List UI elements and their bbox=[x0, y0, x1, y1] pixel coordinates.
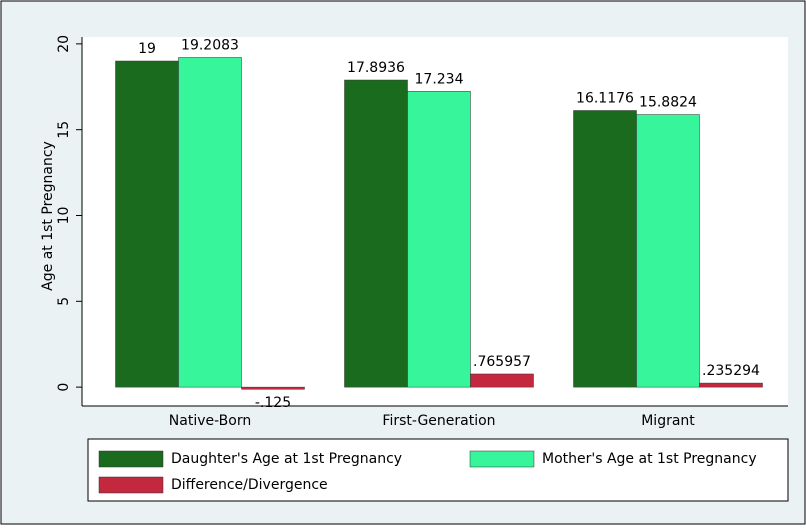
y-tick-label: 15 bbox=[56, 121, 72, 139]
bar bbox=[178, 57, 242, 388]
data-label: 19.2083 bbox=[181, 37, 239, 53]
data-label: 15.8824 bbox=[639, 95, 697, 111]
bar bbox=[115, 60, 179, 388]
legend-label: Difference/Divergence bbox=[171, 477, 328, 493]
legend-swatch bbox=[98, 476, 164, 494]
bar bbox=[699, 382, 763, 388]
data-label: .235294 bbox=[702, 363, 760, 379]
data-label: 17.234 bbox=[415, 71, 464, 87]
legend-swatch bbox=[469, 450, 535, 468]
data-label: 19 bbox=[138, 41, 156, 57]
legend bbox=[87, 438, 789, 502]
legend-swatch bbox=[98, 450, 164, 468]
data-label: 17.8936 bbox=[347, 60, 405, 76]
bar bbox=[241, 386, 305, 390]
y-axis-title: Age at 1st Pregnancy bbox=[40, 141, 56, 291]
y-tick-label: 0 bbox=[56, 383, 72, 392]
y-tick-label: 20 bbox=[56, 35, 72, 53]
data-label: 16.1176 bbox=[576, 90, 634, 106]
bar bbox=[573, 110, 637, 388]
legend-label: Daughter's Age at 1st Pregnancy bbox=[171, 451, 402, 467]
legend-label: Mother's Age at 1st Pregnancy bbox=[542, 451, 757, 467]
bar bbox=[636, 114, 700, 388]
y-tick-label: 10 bbox=[56, 207, 72, 225]
x-tick-label: Migrant bbox=[641, 413, 695, 429]
x-tick-label: First-Generation bbox=[382, 413, 495, 429]
bar bbox=[344, 79, 408, 388]
bar bbox=[470, 373, 534, 388]
data-label: -.125 bbox=[255, 395, 291, 411]
data-label: .765957 bbox=[473, 354, 531, 370]
x-tick-label: Native-Born bbox=[169, 413, 251, 429]
bar bbox=[407, 91, 471, 388]
y-tick-label: 5 bbox=[56, 297, 72, 306]
